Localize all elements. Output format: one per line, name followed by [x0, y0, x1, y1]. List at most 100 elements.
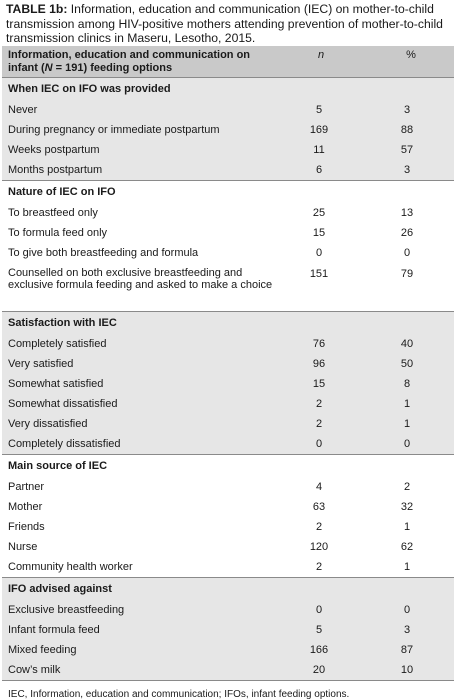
row-percent: 40: [358, 334, 454, 354]
row-label: During pregnancy or immediate postpartum: [2, 120, 278, 140]
row-label: Counselled on both exclusive breastfeedi…: [8, 267, 273, 291]
row-n: 5: [278, 100, 358, 120]
header-options-pre: infant (: [8, 61, 45, 74]
table-row: Nurse 120 62: [2, 537, 454, 557]
row-percent: 79: [400, 268, 414, 280]
row-percent: 62: [400, 541, 414, 553]
table-caption: TABLE 1b: Information, education and com…: [2, 0, 454, 46]
row-percent: 0: [358, 600, 454, 620]
row-label: Somewhat dissatisfied: [2, 394, 278, 414]
table-body: When IEC on IFO was provided Never 5 3 Durin…: [2, 77, 454, 681]
row-percent: 26: [400, 227, 414, 239]
section-header-row: When IEC on IFO was provided: [2, 77, 454, 100]
row-percent: 3: [358, 100, 454, 120]
row-label: Infant formula feed: [2, 620, 278, 640]
row-n: 5: [278, 620, 358, 640]
row-n: 15: [278, 374, 358, 394]
row-percent: 3: [358, 160, 454, 181]
table-row: Months postpartum 6 3: [2, 160, 454, 181]
table-row: Exclusive breastfeeding 0 0: [2, 600, 454, 620]
row-n: 20: [278, 660, 358, 681]
section-title: When IEC on IFO was provided: [2, 77, 454, 100]
caption-label: TABLE 1b:: [6, 2, 68, 16]
section-title: Nature of IEC on IFO: [2, 180, 454, 203]
row-label: Exclusive breastfeeding: [2, 600, 278, 620]
table-row: Never 5 3: [2, 100, 454, 120]
row-label: Cow’s milk: [2, 660, 278, 681]
table-row: Infant formula feed 5 3: [2, 620, 454, 640]
header-percent: %: [358, 46, 454, 78]
row-n: 2: [278, 414, 358, 434]
row-label: To breastfeed only: [8, 207, 98, 219]
row-n: 96: [278, 354, 358, 374]
row-percent: 8: [358, 374, 454, 394]
row-n: 11: [278, 140, 358, 160]
row-percent: 13: [400, 207, 414, 219]
row-label: Friends: [8, 521, 45, 533]
row-label: Never: [2, 100, 278, 120]
table-row: Counselled on both exclusive breastfeedi…: [2, 263, 454, 312]
row-n: 15: [312, 227, 326, 239]
header-row: Information, education and communication…: [2, 46, 454, 78]
row-percent: 87: [358, 640, 454, 660]
row-label: Completely satisfied: [2, 334, 278, 354]
row-percent: 1: [403, 521, 411, 533]
row-label: Weeks postpartum: [2, 140, 278, 160]
section-header-row: Main source of IEC: [2, 454, 454, 477]
row-label: Completely dissatisfied: [2, 434, 278, 455]
row-label: Very dissatisfied: [2, 414, 278, 434]
header-options: Information, education and communication…: [2, 46, 278, 78]
header-options-post: = 191) feeding options: [52, 61, 173, 74]
table-row: Mixed feeding 166 87: [2, 640, 454, 660]
row-percent: 32: [400, 501, 414, 513]
table-row: Completely satisfied 76 40: [2, 334, 454, 354]
row-n: 169: [278, 120, 358, 140]
row-n: 76: [278, 334, 358, 354]
header-n: n: [278, 46, 358, 78]
section-title: Satisfaction with IEC: [2, 311, 454, 334]
row-label: Nurse: [8, 541, 38, 553]
row-percent: 3: [358, 620, 454, 640]
row-percent: 1: [403, 561, 411, 573]
row-n: 120: [309, 541, 329, 553]
row-percent: 10: [358, 660, 454, 681]
row-n: 25: [312, 207, 326, 219]
row-percent: 2: [403, 481, 411, 493]
row-n: 151: [309, 268, 329, 280]
row-label: Months postpartum: [2, 160, 278, 181]
row-n: 0: [278, 600, 358, 620]
table-row: Cow’s milk 20 10: [2, 660, 454, 681]
table-row: Friends 2 1: [2, 517, 454, 537]
row-label: Somewhat satisfied: [2, 374, 278, 394]
table-row: During pregnancy or immediate postpartum…: [2, 120, 454, 140]
row-percent: 0: [358, 434, 454, 455]
row-label: Partner: [8, 481, 45, 493]
table-row: Very dissatisfied 2 1: [2, 414, 454, 434]
row-n: 0: [278, 434, 358, 455]
row-label: Mixed feeding: [2, 640, 278, 660]
table-footnote: IEC, Information, education and communic…: [8, 689, 350, 700]
table-row: To give both breastfeeding and formula 0 0: [2, 243, 454, 263]
row-percent: 0: [403, 247, 411, 259]
table-row: To breastfeed only 25 13: [2, 203, 454, 223]
section-title: IFO advised against: [2, 577, 454, 600]
table-row: To formula feed only 15 26: [2, 223, 454, 243]
section-title: Main source of IEC: [2, 454, 454, 477]
row-n: 166: [278, 640, 358, 660]
table-row: Somewhat satisfied 15 8: [2, 374, 454, 394]
row-label: To give both breastfeeding and formula: [8, 247, 199, 259]
table-row: Very satisfied 96 50: [2, 354, 454, 374]
header-options-line1: Information, education and communication…: [8, 49, 251, 61]
data-table: Information, education and communication…: [2, 46, 454, 681]
row-n: 63: [312, 501, 326, 513]
table-row: Mother 63 32: [2, 497, 454, 517]
row-n: 0: [315, 247, 323, 259]
row-percent: 88: [358, 120, 454, 140]
section-header-row: Satisfaction with IEC: [2, 311, 454, 334]
row-percent: 57: [358, 140, 454, 160]
row-percent: 1: [358, 394, 454, 414]
table-row: Community health worker 2 1: [2, 557, 454, 578]
row-n: 2: [278, 394, 358, 414]
row-n: 4: [315, 481, 323, 493]
